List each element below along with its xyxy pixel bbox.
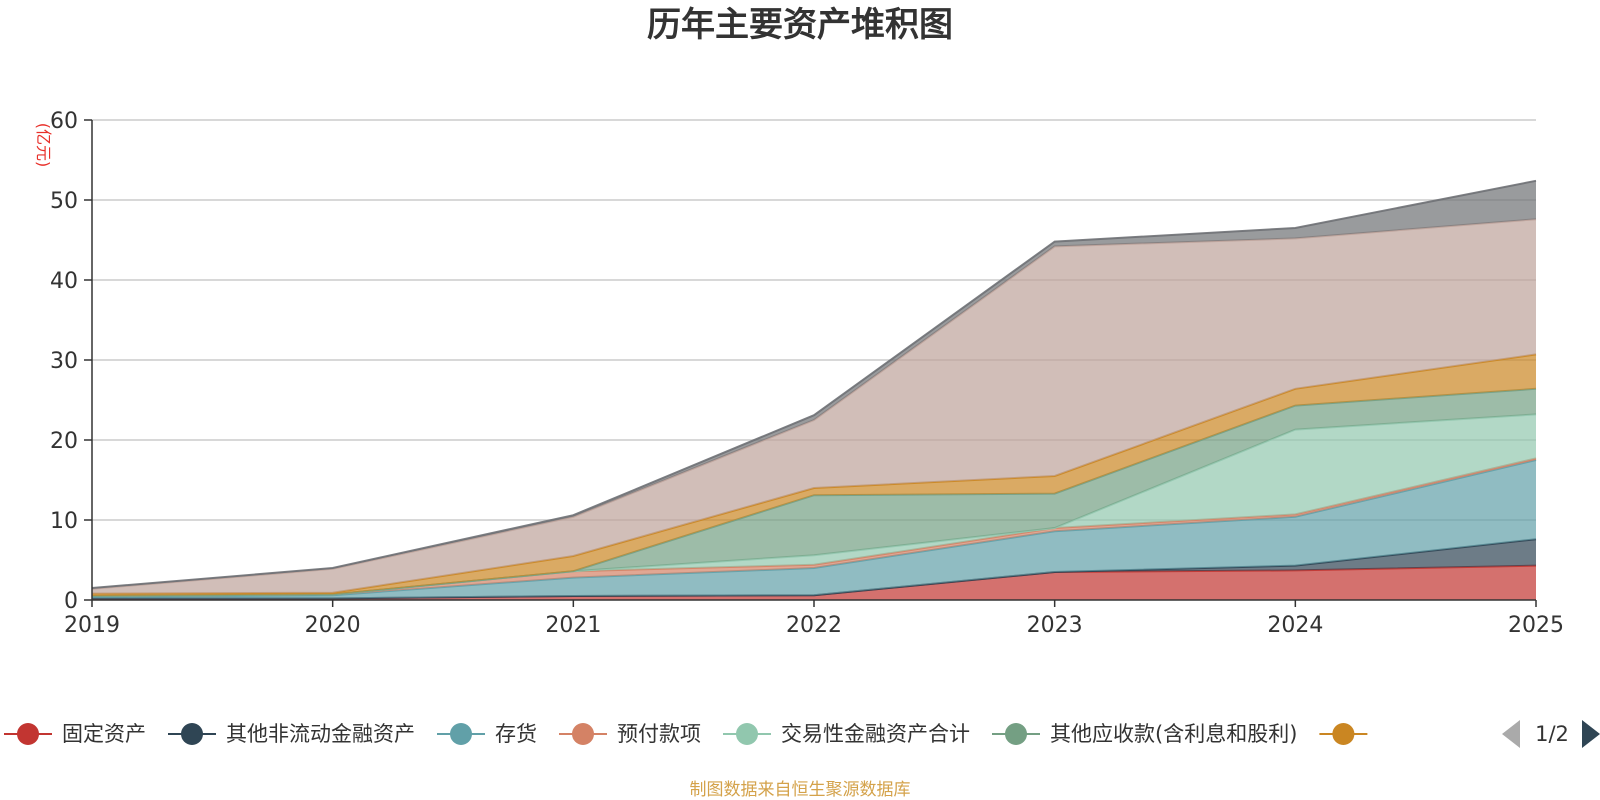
area-series-2	[92, 460, 1536, 599]
area-series-4	[92, 414, 1536, 596]
legend-item[interactable]: 其他非流动金融资产	[168, 722, 415, 746]
legend-item[interactable]: 其他应收款(含利息和股利)	[992, 722, 1297, 746]
area-series-6	[92, 354, 1536, 596]
legend[interactable]: 固定资产 其他非流动金融资产 存货 预付款项 交易性金融资产合计 其他应收款(含利息和股利…	[4, 720, 1600, 748]
legend-label: 预付款项	[617, 722, 701, 746]
x-tick-label: 2022	[786, 613, 842, 638]
area-series-1	[92, 539, 1536, 599]
legend-circle-icon	[450, 723, 472, 745]
y-tick-label: 40	[50, 269, 78, 294]
area-series-0	[92, 565, 1536, 600]
area-series-7	[92, 219, 1536, 594]
area-series-8	[92, 180, 1536, 589]
y-tick-label: 0	[64, 589, 78, 614]
legend-label: 其他非流动金融资产	[226, 722, 415, 746]
x-tick-label: 2024	[1267, 613, 1323, 638]
y-tick-label: 60	[50, 109, 78, 134]
legend-circle-icon	[1332, 723, 1355, 745]
legend-circle-icon	[17, 723, 39, 745]
legend-page-indicator: 1/2	[1535, 722, 1569, 746]
x-tick-label: 2025	[1508, 613, 1564, 638]
area-series-5	[92, 388, 1536, 596]
legend-circle-icon	[572, 723, 594, 745]
x-tick-label: 2020	[305, 613, 361, 638]
y-tick-label: 10	[50, 509, 78, 534]
area-series	[91, 179, 1537, 600]
legend-prev-arrow-icon[interactable]	[1502, 720, 1520, 748]
legend-item[interactable]: 固定资产	[4, 722, 146, 746]
x-tick-label: 2021	[545, 613, 601, 638]
data-source-note: 制图数据来自恒生聚源数据库	[690, 780, 911, 800]
x-tick-label: 2019	[64, 613, 120, 638]
legend-label: 固定资产	[62, 722, 146, 746]
legend-item[interactable]	[1319, 723, 1368, 745]
legend-circle-icon	[1005, 723, 1027, 745]
axes: 0 10 20 30 40 50 60 2019 2020 2021 2022 2023 2024 202…	[50, 109, 1564, 638]
legend-item[interactable]: 存货	[437, 722, 537, 746]
legend-label: 其他应收款(含利息和股利)	[1050, 722, 1297, 746]
legend-item[interactable]: 交易性金融资产合计	[723, 722, 970, 746]
legend-circle-icon	[736, 723, 758, 745]
x-tick-label: 2023	[1027, 613, 1083, 638]
legend-label: 存货	[495, 722, 537, 746]
y-axis-unit-label: (亿元)	[34, 123, 53, 168]
y-tick-label: 30	[50, 349, 78, 374]
legend-item[interactable]: 预付款项	[559, 722, 701, 746]
y-tick-label: 50	[50, 189, 78, 214]
y-tick-label: 20	[50, 429, 78, 454]
legend-label: 交易性金融资产合计	[781, 722, 970, 746]
legend-circle-icon	[181, 723, 203, 745]
area-series-line-8	[91, 179, 1537, 589]
legend-next-arrow-icon[interactable]	[1582, 720, 1600, 748]
chart-title: 历年主要资产堆积图	[647, 5, 953, 45]
